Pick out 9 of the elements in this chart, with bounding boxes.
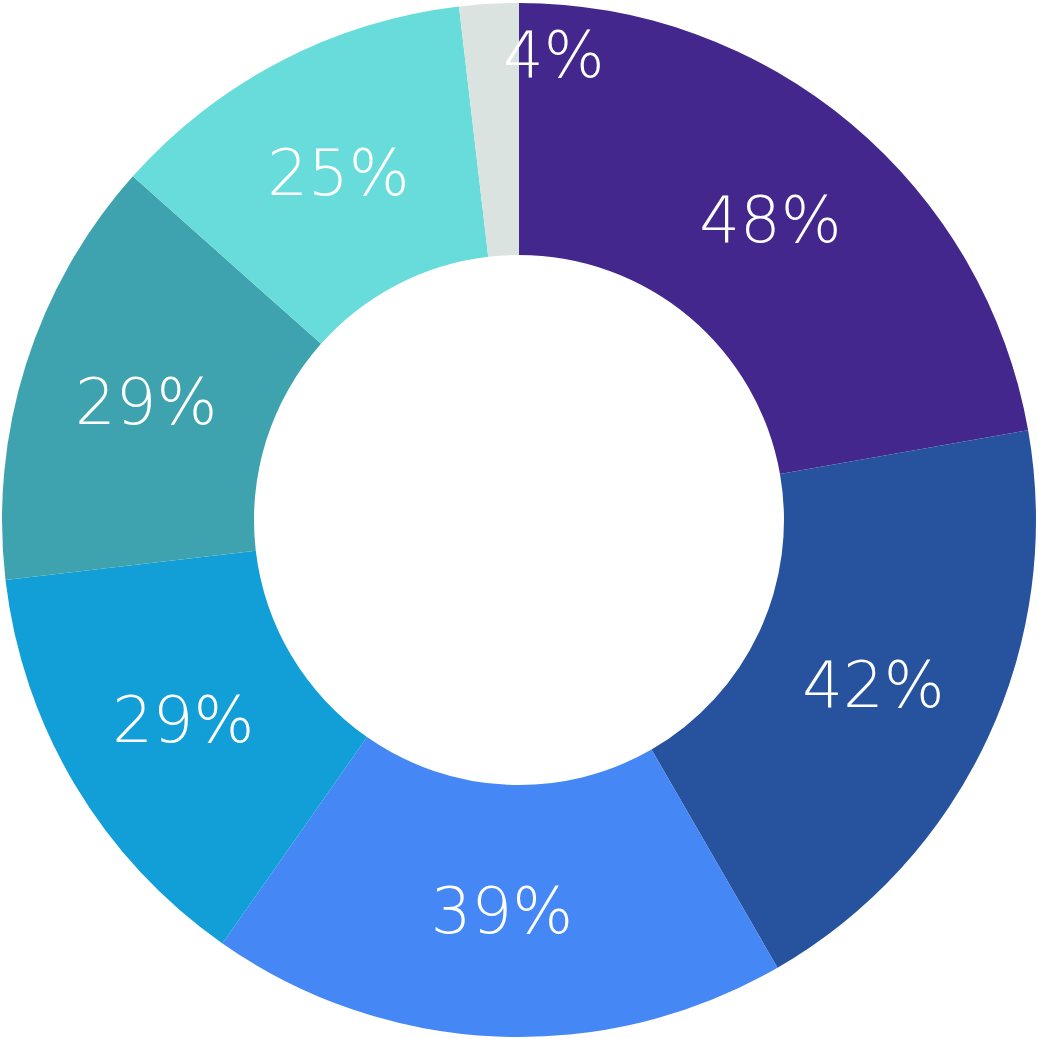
data-label: 39% [430, 873, 574, 948]
data-label: 29% [112, 683, 255, 758]
data-label: 29% [74, 365, 218, 440]
donut-slice [5, 550, 367, 944]
data-label: 42% [802, 648, 945, 723]
data-label: 48% [699, 183, 842, 258]
data-label: 25% [267, 136, 410, 211]
donut-slice [132, 6, 489, 344]
donut-slice [651, 430, 1036, 968]
